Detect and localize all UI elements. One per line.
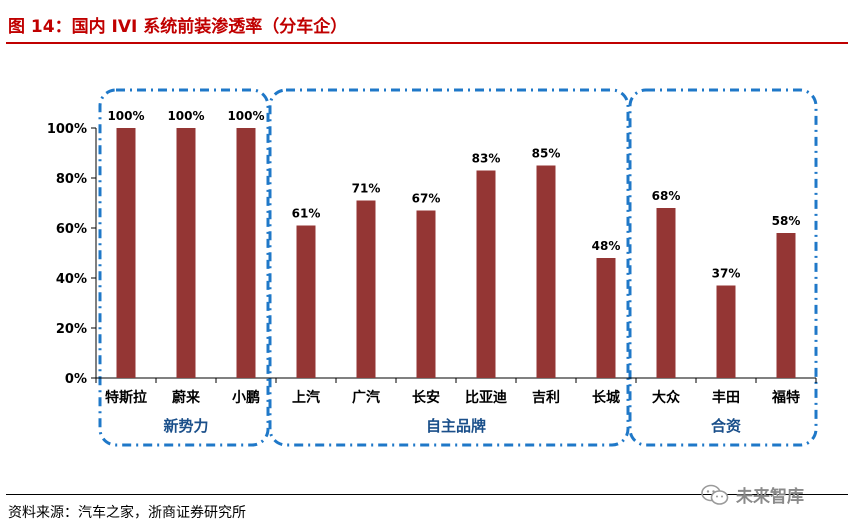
bar [776, 233, 796, 378]
bar [296, 225, 316, 378]
category-label: 长安 [412, 389, 440, 406]
category-label: 上汽 [292, 389, 320, 406]
group-border [268, 88, 630, 447]
wechat-icon [701, 484, 729, 505]
chart-title: 图 14：国内 IVI 系统前装渗透率（分车企） [8, 17, 348, 37]
data-label: 100% [107, 109, 144, 123]
group-label: 新势力 [163, 417, 208, 435]
bar [476, 170, 496, 378]
data-label: 58% [772, 214, 801, 228]
watermark: 未来智库 [700, 482, 804, 507]
category-label: 长城 [592, 389, 620, 406]
data-label: 61% [292, 207, 321, 221]
group-border [98, 88, 270, 447]
data-label: 71% [352, 182, 381, 196]
category-label: 小鹏 [232, 389, 260, 406]
data-label: 37% [712, 267, 741, 281]
y-tick-label: 80% [56, 172, 87, 187]
y-tick-label: 100% [47, 122, 87, 137]
bar [116, 128, 136, 378]
footer-divider [6, 494, 848, 495]
category-label: 吉利 [532, 389, 560, 406]
source-note: 资料来源：汽车之家，浙商证券研究所 [8, 505, 246, 521]
group-border [628, 88, 818, 447]
category-label: 蔚来 [172, 389, 201, 406]
category-label: 丰田 [712, 389, 740, 406]
bar [416, 210, 436, 378]
bar [656, 208, 676, 378]
data-label: 83% [472, 152, 501, 166]
data-label: 100% [227, 109, 264, 123]
y-tick-label: 40% [56, 272, 87, 287]
category-label: 比亚迪 [465, 389, 507, 406]
y-tick-label: 60% [56, 222, 87, 237]
y-tick-label: 20% [56, 322, 87, 337]
category-label: 广汽 [352, 389, 380, 406]
bar [716, 285, 736, 378]
group-label: 合资 [710, 417, 741, 435]
bar-chart: 新势力 自主品牌 合资 0% 20% 40% 60% 80% 100% 100% 特斯拉 100% 蔚来… [47, 88, 818, 447]
bar [596, 258, 616, 378]
data-label: 67% [412, 192, 441, 206]
bar [536, 165, 556, 378]
data-label: 85% [532, 147, 561, 161]
bar [176, 128, 196, 378]
watermark-text: 未来智库 [736, 487, 804, 507]
data-label: 48% [592, 239, 621, 253]
data-label: 68% [652, 189, 681, 203]
bar [356, 200, 376, 378]
category-label: 特斯拉 [105, 389, 147, 406]
data-label: 100% [167, 109, 204, 123]
group-label: 自主品牌 [426, 417, 486, 435]
category-label: 福特 [771, 389, 800, 406]
y-tick-label: 0% [65, 372, 87, 387]
category-label: 大众 [652, 389, 680, 406]
title-divider [6, 42, 848, 44]
bar [236, 128, 256, 378]
